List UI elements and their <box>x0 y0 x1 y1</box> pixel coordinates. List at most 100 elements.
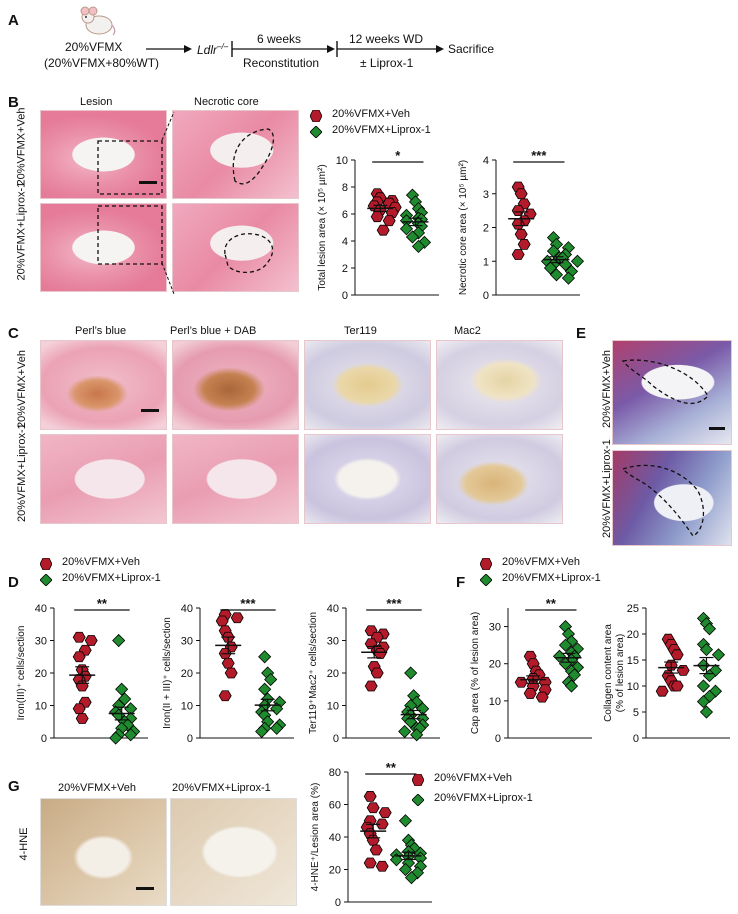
data-point-veh <box>376 224 390 236</box>
y-tick-label: 4 <box>342 236 348 248</box>
significance-stars: * <box>395 148 401 163</box>
data-point-veh <box>385 207 399 219</box>
y-tick-label: 2 <box>483 223 489 235</box>
data-point-liprox <box>124 728 138 742</box>
y-tick-label: 40 <box>327 603 339 615</box>
y-tick-label: 0 <box>187 733 193 745</box>
row-label-lip-b: 20%VFMX+Liprox-1 <box>15 181 28 281</box>
y-axis-label: 4-HNE⁺/Lesion area (%) <box>310 783 321 892</box>
chart-iron-iii-cells: 0 10 20 30 40 Iron(III)⁺ cells/section ** <box>16 596 148 745</box>
significance-stars: ** <box>97 596 108 611</box>
significance-stars: ** <box>386 760 397 775</box>
data-point-veh <box>364 680 378 692</box>
col-mac2: Mac2 <box>454 325 481 337</box>
y-tick-label: 1 <box>483 256 489 268</box>
donor-line-2: (20%VFMX+80%WT) <box>44 56 160 70</box>
data-point-liprox <box>570 254 585 268</box>
micrograph-c-lip-mac2 <box>436 434 563 524</box>
chart-total-lesion-area: 0 2 4 6 8 10 Total lesion area (× 10⁵ µm²) * <box>317 148 439 302</box>
data-point-liprox <box>389 853 404 867</box>
data-point-liprox <box>398 862 413 877</box>
chart-iron-ii-iii-cells: 0 10 20 30 40 Iron(II + III)⁺ cells/section **… <box>162 596 294 745</box>
data-point-liprox <box>564 679 579 693</box>
y-tick-label: 20 <box>35 668 47 680</box>
y-tick-label: 10 <box>336 155 348 167</box>
step2-bottom: ± Liprox-1 <box>360 56 414 70</box>
step1-bottom: Reconstitution <box>243 56 320 70</box>
row-label-veh-c: 20%VFMX+Veh <box>16 350 28 428</box>
micrograph-c-lip-perls-dab <box>172 434 299 524</box>
data-point-liprox <box>567 668 582 682</box>
col-ter119: Ter119 <box>344 325 377 337</box>
y-axis-label: Necrotic core area (× 10⁵ µm²) <box>458 160 469 295</box>
micrograph-e-lip <box>612 450 732 546</box>
y-axis-label: Total lesion area (× 10⁵ µm²) <box>317 164 328 290</box>
data-point-veh <box>224 667 238 679</box>
data-point-liprox <box>398 724 412 739</box>
data-point-veh <box>221 657 235 669</box>
data-point-veh <box>218 690 232 702</box>
data-point-veh <box>382 215 396 227</box>
y-tick-label: 20 <box>181 668 193 680</box>
panel-label-d: D <box>8 574 19 591</box>
data-point-liprox <box>699 643 714 657</box>
y-tick-label: 25 <box>627 603 639 615</box>
col-perls-dab: Perl’s blue + DAB <box>170 325 257 337</box>
micrograph-g-veh <box>40 798 167 906</box>
y-tick-label: 6 <box>342 209 348 221</box>
micrograph-c-veh-ter119 <box>304 340 431 430</box>
y-tick-label: 10 <box>35 701 47 713</box>
y-tick-label: 20 <box>327 668 339 680</box>
mouse-icon <box>80 6 116 36</box>
y-tick-label: 0 <box>483 290 489 302</box>
data-point-veh <box>511 249 525 260</box>
chart-ter119-mac2-cells: 0 10 20 30 40 Ter119⁺Mac2⁺ cells/section *** <box>308 596 440 745</box>
data-point-liprox <box>410 728 424 742</box>
data-point-liprox <box>270 721 284 735</box>
significance-stars: *** <box>240 596 256 611</box>
y-tick-label: 40 <box>329 832 341 844</box>
data-point-veh <box>373 648 387 659</box>
significance-stars: *** <box>386 596 402 611</box>
data-point-liprox <box>558 638 573 652</box>
zoom-connector <box>161 111 175 295</box>
micrograph-c-veh-perls-dab <box>172 340 299 430</box>
col-lesion: Lesion <box>80 96 113 108</box>
data-point-liprox <box>404 666 418 680</box>
y-tick-label: 20 <box>627 629 639 641</box>
step2-top: 12 weeks WD <box>349 32 424 46</box>
y-tick-label: 15 <box>627 655 639 667</box>
data-point-liprox <box>549 268 564 282</box>
data-point-liprox <box>398 814 413 828</box>
panel-label-b: B <box>8 94 19 111</box>
data-point-veh <box>511 218 525 230</box>
panel-label-c: C <box>8 325 19 342</box>
y-tick-label: 20 <box>329 865 341 877</box>
y-tick-label: 8 <box>342 182 348 194</box>
micrograph-g-lip <box>170 798 297 906</box>
y-tick-label: 10 <box>489 696 501 708</box>
data-point-liprox <box>109 731 123 745</box>
row-label-veh-b: 20%VFMX+Veh <box>15 107 28 186</box>
y-tick-label: 10 <box>627 681 639 693</box>
data-point-veh <box>375 860 389 872</box>
data-point-veh <box>517 238 531 250</box>
timeline <box>146 41 444 57</box>
panel-label-g: G <box>8 778 20 795</box>
y-tick-label: 0 <box>333 733 339 745</box>
data-point-liprox <box>702 622 717 636</box>
y-tick-label: 10 <box>181 701 193 713</box>
y-tick-label: 30 <box>489 622 501 634</box>
data-point-veh <box>514 188 528 200</box>
micrograph-c-lip-ter119 <box>304 434 431 524</box>
data-point-veh <box>72 703 86 715</box>
data-point-veh <box>72 651 86 663</box>
y-tick-label: 30 <box>327 636 339 648</box>
data-point-veh <box>535 691 549 703</box>
data-point-liprox <box>115 682 129 696</box>
y-axis-label: Cap area (% of lesion area) <box>470 612 481 734</box>
data-point-liprox <box>696 679 711 693</box>
data-point-liprox <box>543 261 558 275</box>
y-axis-label: Collagen content area(% of lesion area) <box>603 624 626 722</box>
data-point-veh <box>363 790 377 802</box>
